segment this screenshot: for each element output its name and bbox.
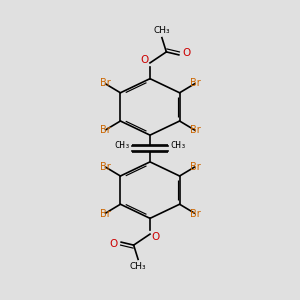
Text: CH₃: CH₃ [114,141,130,150]
Text: Br: Br [190,125,200,135]
Text: Br: Br [100,208,110,219]
Text: Br: Br [190,208,200,219]
Text: Br: Br [190,79,200,88]
Text: O: O [110,238,118,249]
Text: O: O [182,48,190,59]
Text: Br: Br [190,162,200,172]
Text: Br: Br [100,125,110,135]
Text: CH₃: CH₃ [170,141,186,150]
Text: O: O [140,55,149,65]
Text: O: O [151,232,160,242]
Text: CH₃: CH₃ [154,26,170,35]
Text: CH₃: CH₃ [130,262,146,271]
Text: Br: Br [100,162,110,172]
Text: Br: Br [100,79,110,88]
